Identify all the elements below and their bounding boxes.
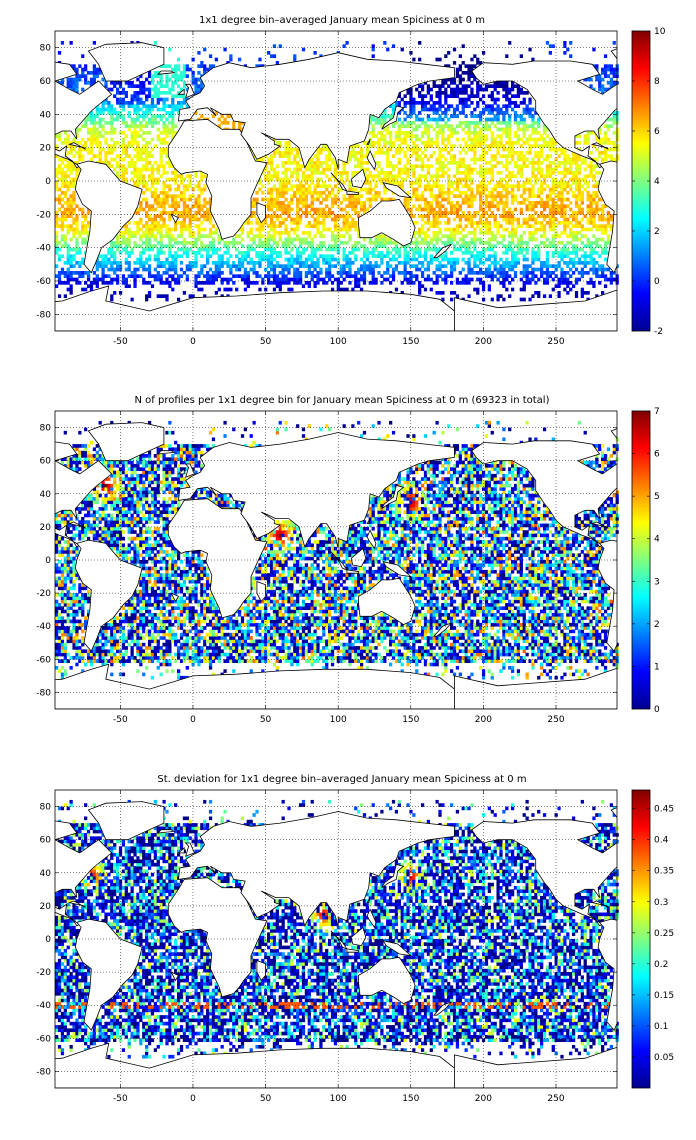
colorbar: -2 0 2 4 6 8 10 (631, 27, 666, 337)
y-tick-label: 20 (40, 523, 52, 533)
x-tick-label: 250 (547, 715, 564, 725)
y-tick-label: -80 (36, 1067, 51, 1077)
y-tick-label: -60 (36, 1034, 51, 1044)
x-tick-label: -50 (113, 715, 128, 725)
y-tick-label: 40 (40, 490, 52, 500)
x-tick-label: 100 (330, 715, 347, 725)
y-tick-label: 60 (40, 836, 52, 846)
x-tick-label: 200 (475, 715, 492, 725)
x-tick-label: 0 (190, 715, 196, 725)
panel-title: N of profiles per 1x1 degree bin for Jan… (135, 395, 550, 406)
colorbar-tick-label: 0 (654, 277, 660, 287)
y-tick-label: 80 (40, 803, 52, 813)
colorbar-tick-label: 8 (654, 77, 660, 87)
colorbar-tick-label: 0.45 (654, 805, 674, 815)
y-tick-label: -40 (36, 622, 51, 632)
map-axes: -50 0 50 100 150 200 250 -80 -60 -40 -20 0 20 40 60 80 (36, 789, 619, 1104)
map-axes: -50 0 50 100 150 200 250 -80 -60 -40 -20 0 20 40 60 80 (36, 30, 619, 347)
x-tick-label: 50 (260, 715, 272, 725)
colorbar-gradient (631, 789, 651, 1089)
x-tick-label: 200 (475, 337, 492, 347)
y-tick-label: 0 (45, 556, 51, 566)
colorbar-tick-label: 0.1 (654, 1022, 668, 1032)
panel-std: St. deviation for 1x1 degree bin–average… (36, 774, 674, 1104)
colorbar-gradient (631, 410, 651, 710)
data-cells (55, 41, 619, 302)
colorbar-tick-label: 5 (654, 492, 660, 502)
y-tick-label: -60 (36, 655, 51, 665)
colorbar-tick-label: 0.2 (654, 960, 668, 970)
ticks: -50 0 50 100 150 200 250 -80 -60 -40 -20 0 20 40 60 80 (36, 411, 617, 725)
colorbar-tick-label: 1 (654, 662, 660, 672)
colorbar-tick-label: 4 (654, 535, 660, 545)
panel-title: St. deviation for 1x1 degree bin–average… (157, 774, 526, 785)
y-tick-label: -80 (36, 688, 51, 698)
y-tick-label: 0 (45, 935, 51, 945)
x-tick-label: 50 (260, 337, 272, 347)
colorbar-tick-label: 2 (654, 620, 660, 630)
colorbar-tick-label: -2 (654, 327, 663, 337)
panel-mean: 1x1 degree bin–averaged January mean Spi… (36, 15, 666, 347)
y-tick-label: 60 (40, 77, 52, 87)
y-tick-label: -40 (36, 1001, 51, 1011)
coastline (55, 42, 617, 331)
x-tick-label: 250 (547, 1094, 564, 1104)
x-tick-label: 250 (547, 337, 564, 347)
y-tick-label: -20 (36, 968, 51, 978)
y-tick-label: 80 (40, 424, 52, 434)
y-tick-label: 80 (40, 44, 52, 54)
y-tick-label: -80 (36, 310, 51, 320)
data-cells (55, 420, 619, 680)
colorbar-tick-label: 6 (654, 450, 660, 460)
y-tick-label: 40 (40, 869, 52, 879)
x-tick-label: 0 (190, 1094, 196, 1104)
x-tick-label: 200 (475, 1094, 492, 1104)
ticks: -50 0 50 100 150 200 250 -80 -60 -40 -20 0 20 40 60 80 (36, 31, 617, 347)
coastline (55, 422, 617, 709)
x-tick-label: 100 (330, 337, 347, 347)
y-tick-label: -20 (36, 210, 51, 220)
colorbar: 0.05 0.1 0.15 0.2 0.25 0.3 0.35 0.4 0.45 (631, 789, 674, 1089)
y-tick-label: 40 (40, 110, 52, 120)
colorbar-tick-label: 6 (654, 127, 660, 137)
x-tick-label: -50 (113, 1094, 128, 1104)
colorbar-tick-label: 3 (654, 577, 660, 587)
map-axes: -50 0 50 100 150 200 250 -80 -60 -40 -20 0 20 40 60 80 (36, 410, 619, 725)
y-tick-label: -40 (36, 244, 51, 254)
colorbar-tick-label: 0.4 (654, 836, 669, 846)
colorbar-tick-label: 10 (654, 27, 666, 37)
y-tick-label: -20 (36, 589, 51, 599)
x-tick-label: 150 (402, 337, 419, 347)
colorbar-tick-label: 0.05 (654, 1053, 674, 1063)
x-tick-label: 150 (402, 1094, 419, 1104)
grid (55, 790, 617, 1088)
panel-count: N of profiles per 1x1 degree bin for Jan… (36, 395, 660, 725)
colorbar-tick-label: 0 (654, 705, 660, 715)
x-tick-label: -50 (113, 337, 128, 347)
grid (55, 411, 617, 709)
colorbar-tick-label: 7 (654, 407, 660, 417)
y-tick-label: 20 (40, 902, 52, 912)
ticks: -50 0 50 100 150 200 250 -80 -60 -40 -20 0 20 40 60 80 (36, 790, 617, 1104)
y-tick-label: -60 (36, 277, 51, 287)
x-tick-label: 100 (330, 1094, 347, 1104)
colorbar-tick-label: 4 (654, 177, 660, 187)
grid (55, 31, 617, 331)
y-tick-label: 60 (40, 457, 52, 467)
colorbar-tick-label: 0.3 (654, 898, 668, 908)
colorbar-tick-label: 0.25 (654, 929, 674, 939)
y-tick-label: 0 (45, 177, 51, 187)
x-tick-label: 150 (402, 715, 419, 725)
x-tick-label: 50 (260, 1094, 272, 1104)
x-tick-label: 0 (190, 337, 196, 347)
colorbar: 0 1 2 3 4 5 6 7 (631, 407, 660, 715)
panel-title: 1x1 degree bin–averaged January mean Spi… (199, 15, 485, 26)
colorbar-tick-label: 0.35 (654, 867, 674, 877)
data-cells (55, 799, 619, 1059)
colorbar-tick-label: 0.15 (654, 991, 674, 1001)
y-tick-label: 20 (40, 144, 52, 154)
colorbar-tick-label: 2 (654, 227, 660, 237)
